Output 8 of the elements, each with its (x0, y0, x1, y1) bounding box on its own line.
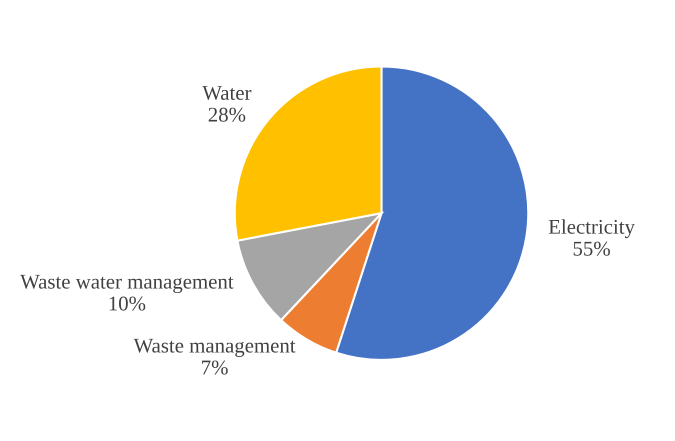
slice-label: Electricity (548, 219, 635, 238)
data-label: 7% (202, 360, 228, 375)
data-label: 10% (110, 296, 146, 311)
slice-label: Water (202, 86, 252, 100)
slice-label: Waste water management (20, 274, 234, 294)
data-label: 28% (208, 108, 246, 122)
data-label: 55% (574, 242, 610, 256)
slice-label: Waste management (134, 338, 296, 357)
